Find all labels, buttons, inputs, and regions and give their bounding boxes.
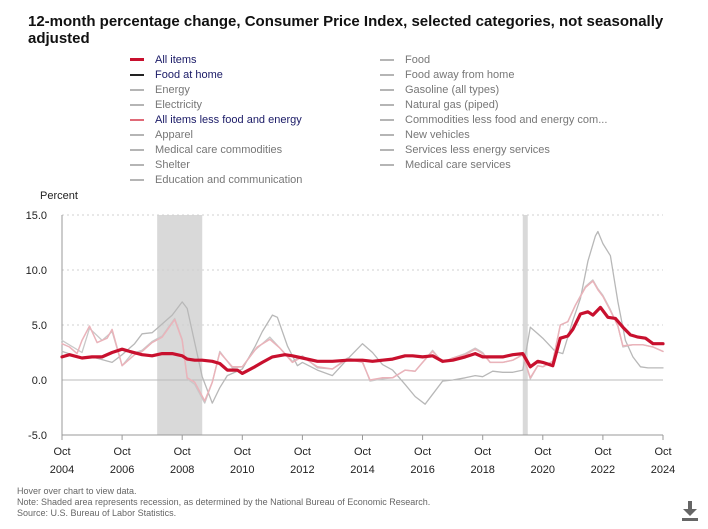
x-tick-month: Oct (174, 446, 191, 458)
legend-item[interactable]: All items (130, 52, 197, 67)
x-tick-month: Oct (114, 446, 131, 458)
x-tick-month: Oct (234, 446, 251, 458)
legend-item[interactable]: Food (380, 52, 430, 67)
x-tick-month: Oct (654, 446, 671, 458)
legend-swatch (380, 58, 394, 61)
x-tick-year: 2016 (410, 464, 434, 476)
legend-label: Apparel (155, 128, 193, 141)
y-tick-label: 5.0 (32, 320, 47, 332)
chart-notes: Hover over chart to view data. Note: Sha… (17, 486, 430, 519)
legend-swatch (380, 148, 394, 151)
x-tick-year: 2014 (350, 464, 374, 476)
legend-item[interactable]: Medical care commodities (130, 142, 282, 157)
legend-item[interactable]: Services less energy services (380, 142, 550, 157)
legend-item[interactable]: Food at home (130, 67, 223, 82)
x-tick-year: 2012 (290, 464, 314, 476)
legend-item[interactable]: Commodities less food and energy com... (380, 112, 607, 127)
legend-label: Shelter (155, 158, 190, 171)
legend-item[interactable]: Gasoline (all types) (380, 82, 499, 97)
series-line (60, 305, 665, 375)
legend-swatch (380, 118, 394, 121)
legend-label: Gasoline (all types) (405, 83, 500, 96)
legend-swatch (380, 103, 394, 106)
series-line (61, 280, 664, 402)
legend-swatch (130, 58, 144, 61)
legend-item[interactable]: Apparel (130, 127, 193, 142)
legend-item[interactable]: Food away from home (380, 67, 514, 82)
legend-swatch (380, 163, 394, 166)
x-tick-month: Oct (534, 446, 551, 458)
x-tick-month: Oct (53, 446, 70, 458)
legend-swatch (130, 118, 144, 121)
legend-item[interactable]: All items less food and energy (130, 112, 302, 127)
legend-item[interactable]: Natural gas (piped) (380, 97, 499, 112)
legend-label: New vehicles (405, 128, 470, 141)
legend-label: Electricity (155, 98, 203, 111)
legend-label: Services less energy services (405, 143, 550, 156)
legend-swatch (130, 148, 144, 151)
legend-swatch (130, 163, 144, 166)
legend-swatch (130, 73, 144, 76)
legend-item[interactable]: New vehicles (380, 127, 470, 142)
legend-swatch (130, 133, 144, 136)
series-line (61, 279, 664, 404)
legend-swatch (380, 133, 394, 136)
legend-swatch (130, 103, 144, 106)
legend-swatch (380, 88, 394, 91)
legend-item[interactable]: Education and communication (130, 172, 302, 187)
legend-label: Food away from home (405, 68, 515, 81)
legend-item[interactable]: Energy (130, 82, 190, 97)
legend-swatch (130, 88, 144, 91)
series-line (61, 230, 664, 405)
x-tick-year: 2004 (50, 464, 74, 476)
legend-item[interactable]: Shelter (130, 157, 190, 172)
y-axis-label: Percent (40, 190, 78, 202)
x-tick-year: 2020 (531, 464, 555, 476)
y-tick-label: 10.0 (26, 265, 47, 277)
source-note: Source: U.S. Bureau of Labor Statistics. (17, 508, 177, 518)
x-tick-month: Oct (594, 446, 611, 458)
recession-note: Note: Shaded area represents recession, … (17, 497, 431, 507)
legend-label: Education and communication (155, 173, 303, 186)
x-tick-year: 2022 (591, 464, 615, 476)
legend-label: Medical care services (405, 158, 511, 171)
legend-swatch (130, 178, 144, 181)
y-tick-label: 0.0 (32, 375, 47, 387)
x-tick-month: Oct (294, 446, 311, 458)
legend-label: Medical care commodities (155, 143, 283, 156)
download-icon[interactable] (680, 499, 700, 521)
x-tick-year: 2006 (110, 464, 134, 476)
y-tick-label: 15.0 (26, 210, 47, 222)
legend-label: Food (405, 53, 431, 66)
legend-label: Commodities less food and energy com... (405, 113, 608, 126)
x-tick-month: Oct (474, 446, 491, 458)
x-tick-year: 2024 (651, 464, 675, 476)
x-tick-month: Oct (414, 446, 431, 458)
legend-label: Energy (155, 83, 190, 96)
chart-title: 12-month percentage change, Consumer Pri… (28, 13, 664, 47)
legend-label: All items less food and energy (155, 113, 302, 126)
chart-legend: All items Food at home Energy Electricity Al… (130, 52, 650, 187)
y-tick-label: -5.0 (28, 430, 47, 442)
legend-item[interactable]: Medical care services (380, 157, 511, 172)
x-tick-month: Oct (354, 446, 371, 458)
x-tick-year: 2018 (470, 464, 494, 476)
legend-swatch (380, 73, 394, 76)
legend-item[interactable]: Electricity (130, 97, 202, 112)
recession-band (522, 215, 528, 435)
legend-label: All items (155, 53, 197, 66)
recession-band (157, 215, 203, 435)
legend-label: Food at home (155, 68, 223, 81)
legend-label: Natural gas (piped) (405, 98, 499, 111)
line-chart[interactable]: Percent 15.0 10.0 5.0 0.0 -5.0 Oct 2004 Oct 2006 O… (0, 188, 708, 478)
x-tick-year: 2010 (230, 464, 254, 476)
hover-hint: Hover over chart to view data. (17, 486, 137, 496)
x-tick-year: 2008 (170, 464, 194, 476)
